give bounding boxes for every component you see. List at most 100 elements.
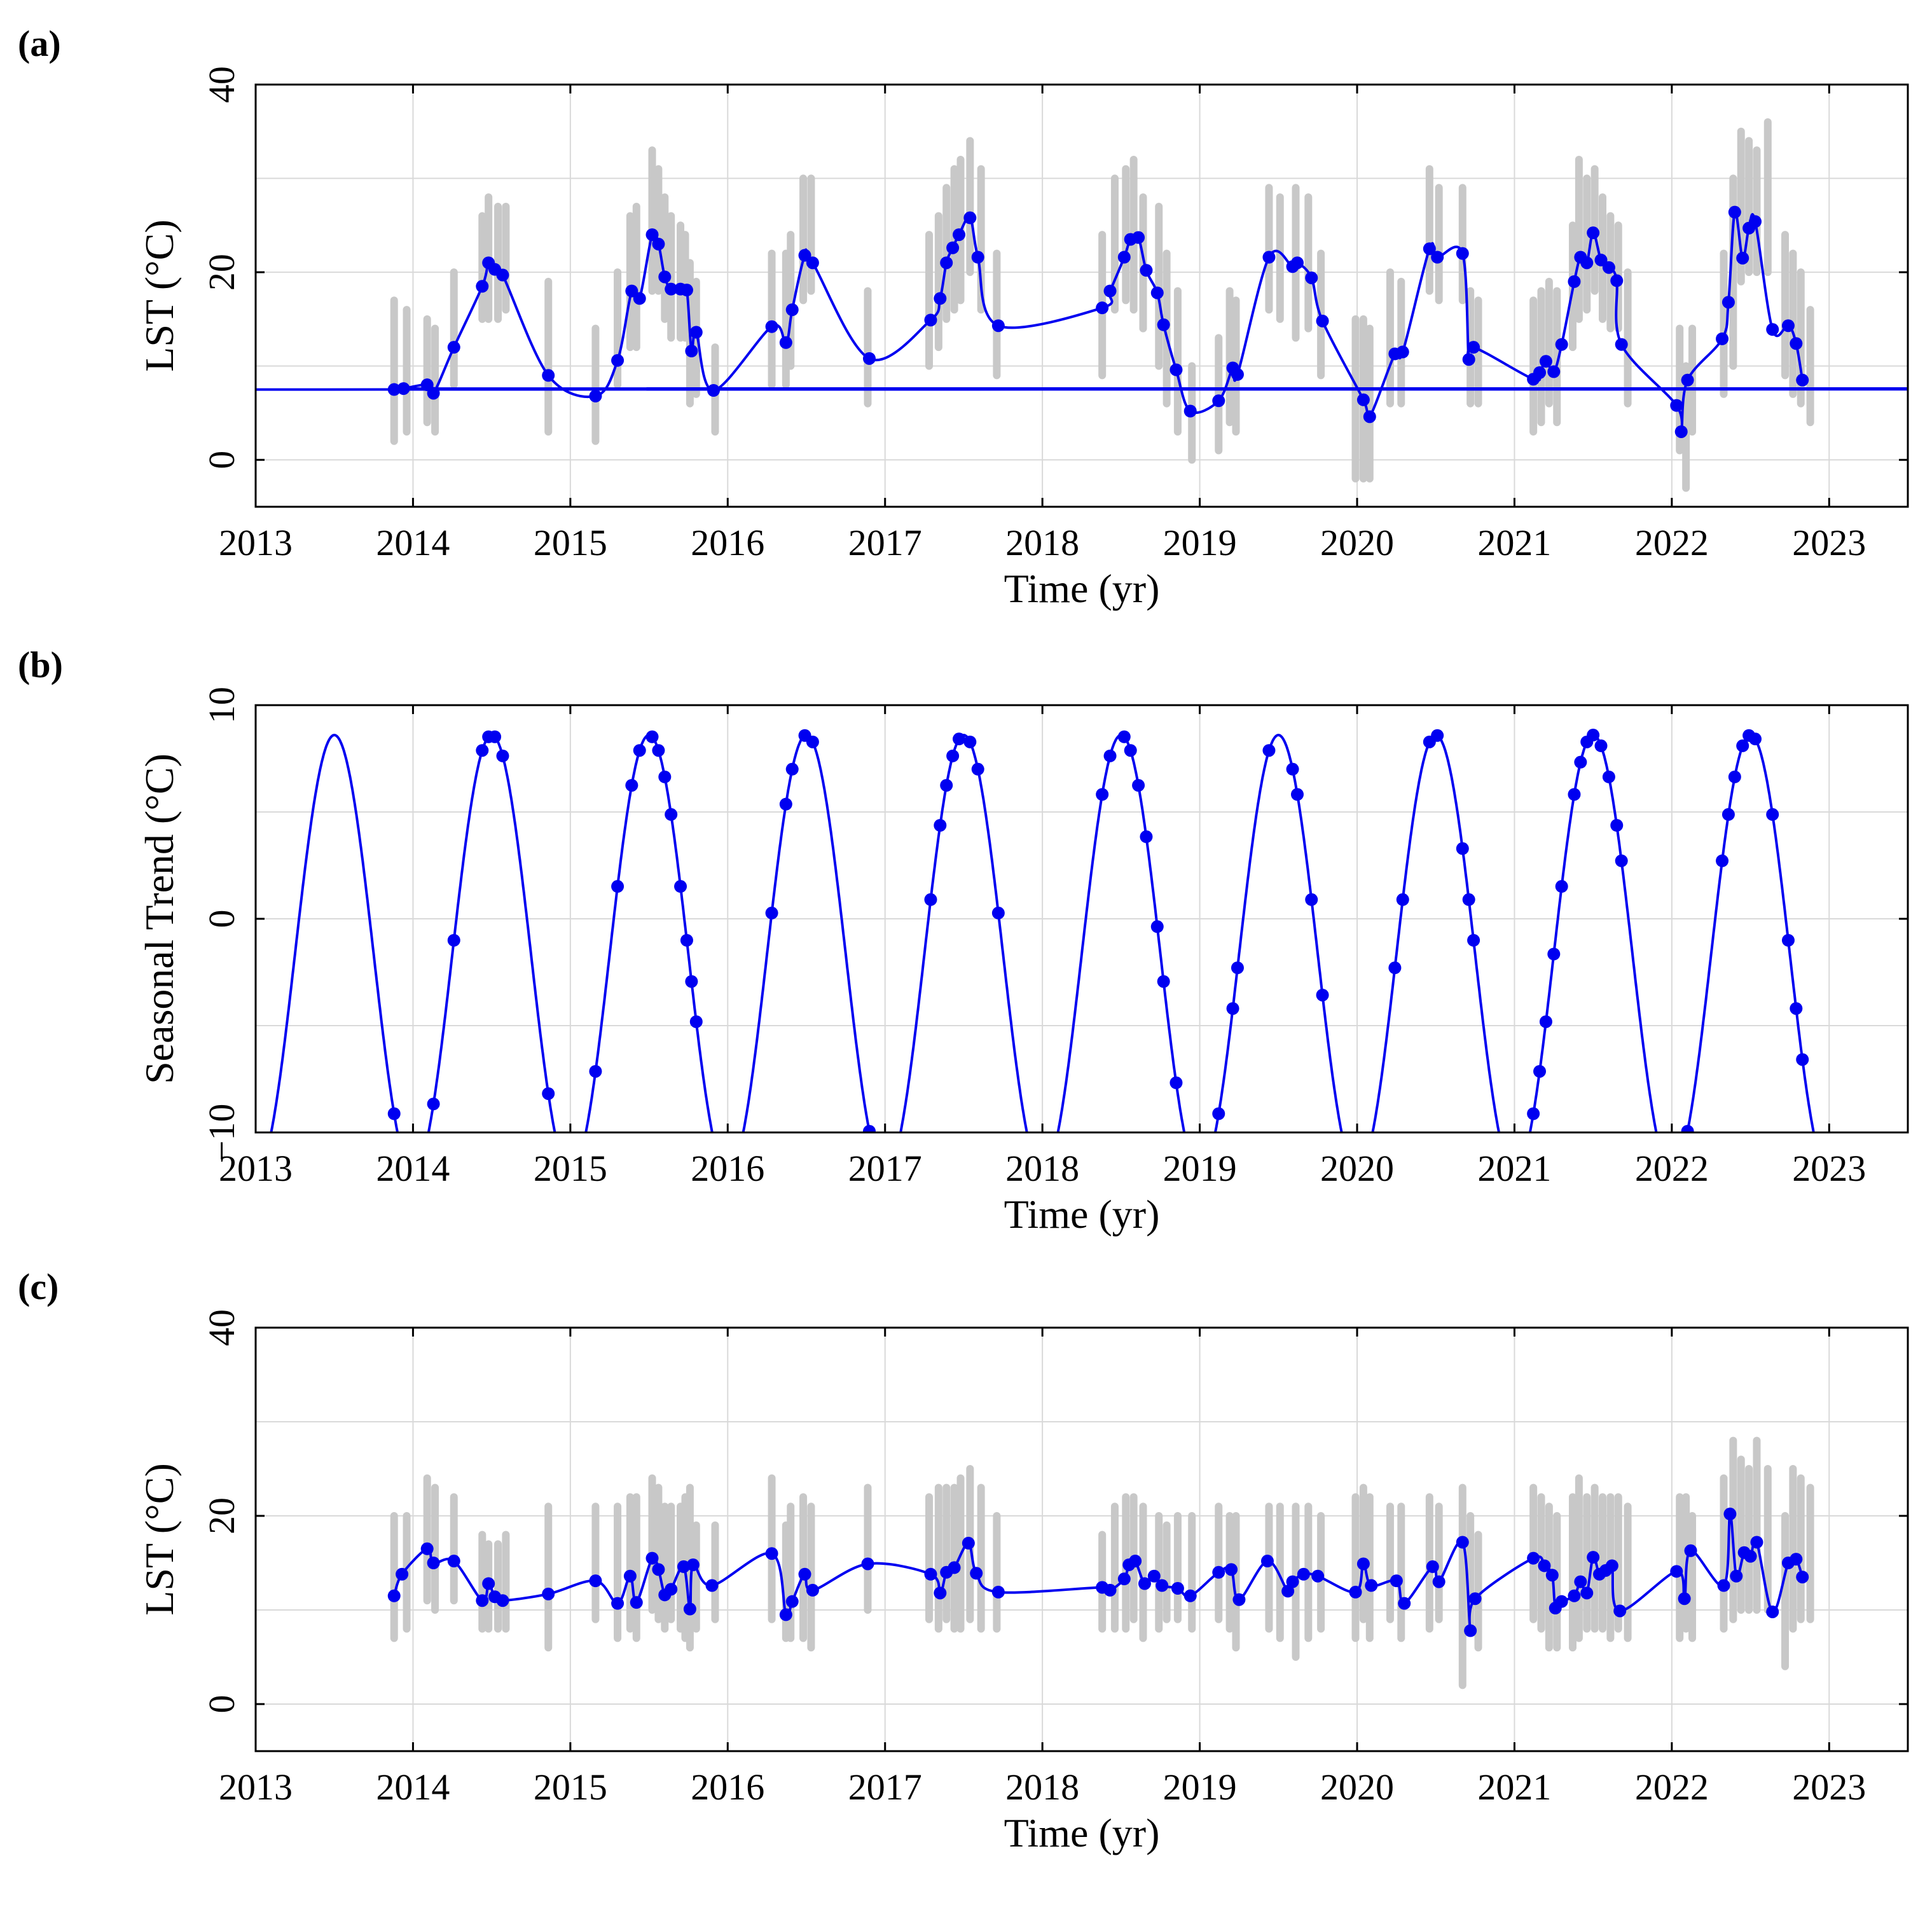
data-point [1316,988,1329,1001]
data-point [1231,368,1244,381]
data-point [924,893,937,906]
data-point [1262,744,1276,757]
data-point [970,1567,983,1580]
data-point [1462,893,1475,906]
data-point [1225,1563,1238,1576]
data-point [946,749,960,762]
data-point [1183,404,1197,418]
data-point [645,228,659,242]
data-point [1305,271,1318,284]
data-point [387,383,401,396]
y-tick-label: −10 [201,1104,242,1162]
series-line [0,212,1932,433]
y-tick-label: 40 [201,66,242,103]
data-point [1722,808,1735,821]
x-tick-label: 2022 [1635,522,1709,563]
data-point [689,1015,703,1028]
data-point [689,326,703,339]
data-point [1156,1579,1169,1592]
data-point [1538,1559,1551,1572]
data-point [1744,1550,1757,1563]
grid [255,705,1908,1133]
data-point [1587,729,1600,742]
data-point [779,797,792,811]
y-axis-title: LST (°C) [137,219,182,372]
data-point [1103,749,1117,762]
data-point [1790,1553,1803,1566]
x-axis: 2013 2014 2015 2016 2017 2018 2019 2020 2021 2022… [219,705,1866,1237]
data-point [963,735,977,748]
data-point [1678,1592,1691,1606]
x-tick-label: 2015 [534,1766,607,1808]
data-point [1568,275,1581,288]
data-point [1580,256,1594,270]
data-point [1539,355,1552,368]
data-point [1170,363,1183,376]
data-point [1290,256,1304,270]
data-point [1316,314,1329,327]
x-tick-label: 2013 [219,1766,293,1808]
data-point [1555,880,1568,893]
data-point [1286,762,1299,776]
plot-area [0,118,1932,492]
data-point [488,730,502,743]
plot-area [387,1436,1814,1689]
x-tick-label: 2023 [1792,1148,1866,1189]
data-point [611,880,624,893]
data-point [765,320,778,333]
data-points [387,1508,1809,1637]
x-tick-label: 2019 [1163,1766,1237,1808]
data-point [1615,338,1628,351]
data-point [1610,819,1624,832]
x-tick-label: 2022 [1635,1148,1709,1189]
y-tick-label: 0 [201,1695,242,1714]
data-point [421,1132,434,1145]
data-point [785,303,799,317]
x-tick-label: 2018 [1005,1766,1079,1808]
data-point [1260,1555,1274,1568]
data-point [1684,1544,1697,1557]
data-point [1297,1567,1310,1581]
data-point [652,1563,665,1576]
data-point [1605,1559,1618,1572]
x-tick-label: 2014 [376,1766,450,1808]
data-point [798,1567,811,1581]
data-point [496,268,509,282]
data-point [1728,770,1741,783]
data-point [962,1536,975,1550]
data-point [476,280,489,293]
data-point [934,1586,947,1600]
x-tick-label: 2018 [1005,522,1079,563]
x-tick-label: 2017 [848,522,922,563]
data-point [1212,1565,1225,1579]
data-point [946,241,960,254]
x-tick-label: 2019 [1163,1148,1237,1189]
data-point [665,282,678,296]
data-point [1431,729,1444,742]
data-point [779,336,792,349]
data-point [387,1107,401,1120]
chart-panel-3: (c)2013 2014 2015 2016 2017 2018 2019 2020 2021 2… [18,1266,1909,1855]
x-tick-label: 2014 [376,522,450,563]
data-point [1766,323,1779,336]
data-point [1212,394,1225,408]
data-point [1574,755,1587,769]
data-point [1766,808,1779,821]
data-point [991,1585,1005,1599]
data-point [1781,319,1795,333]
data-point [1467,933,1480,947]
data-point [1132,779,1145,792]
data-point [1456,842,1469,855]
data-point [1349,1585,1362,1599]
x-tick-label: 2013 [219,522,293,563]
data-point [625,779,638,792]
x-tick-label: 2020 [1320,522,1394,563]
data-point [1363,410,1376,423]
data-point [1232,1593,1246,1606]
data-point [1587,1551,1600,1564]
data-point [765,1547,778,1560]
data-point [1796,1053,1809,1066]
data-point [705,1579,719,1592]
data-point [589,1574,602,1588]
data-points [387,205,1809,438]
